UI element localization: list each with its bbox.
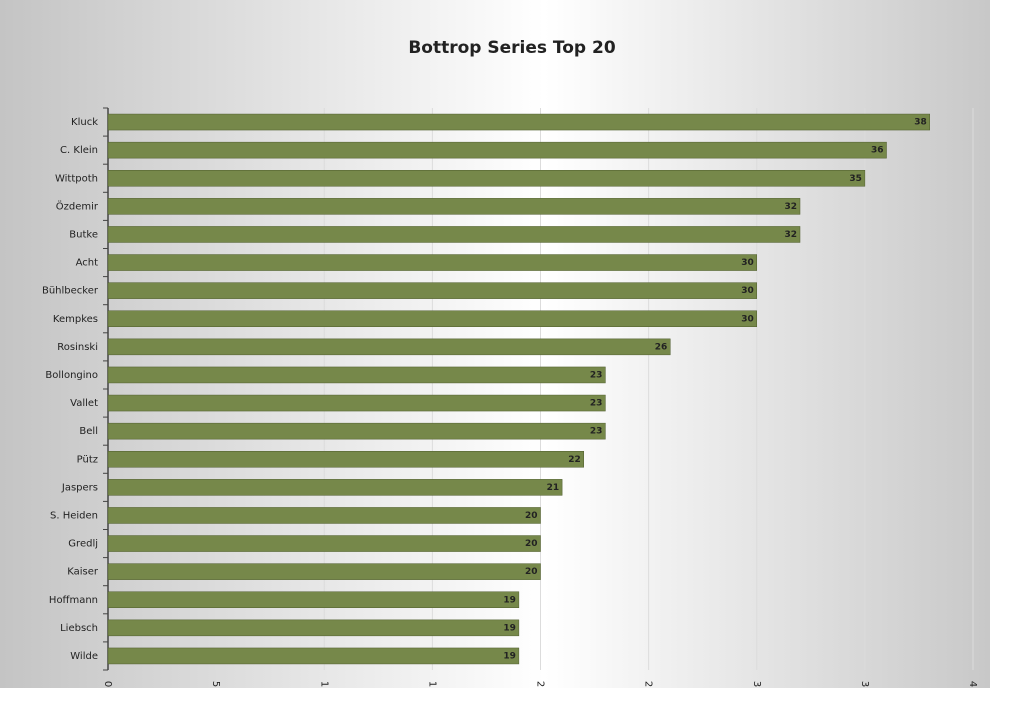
data-label: 19 xyxy=(503,651,516,661)
data-label: 20 xyxy=(525,511,538,521)
bar xyxy=(107,647,520,665)
bar xyxy=(107,141,887,159)
bar xyxy=(107,254,757,271)
data-label: 30 xyxy=(741,286,754,296)
bar xyxy=(107,451,584,468)
x-tick-label: 2 xyxy=(535,681,546,687)
y-tick-label: Wittpoth xyxy=(55,173,98,184)
y-tick-label: Jaspers xyxy=(61,482,98,493)
bar xyxy=(107,507,541,524)
y-tick-label: Özdemir xyxy=(56,199,99,212)
y-tick-label: Vallet xyxy=(70,398,98,409)
y-tick-label: Kaiser xyxy=(67,567,99,578)
bar xyxy=(107,198,801,215)
data-label: 32 xyxy=(784,202,797,212)
data-label: 36 xyxy=(871,146,884,156)
data-label: 19 xyxy=(503,623,516,633)
data-label: 19 xyxy=(503,595,516,605)
x-tick-label: 4 xyxy=(967,681,978,687)
data-label: 38 xyxy=(914,118,927,128)
bar xyxy=(107,113,930,131)
y-tick-label: Bollongino xyxy=(45,370,98,381)
x-tick-label: 2 xyxy=(643,681,654,687)
bar xyxy=(107,310,757,327)
bar xyxy=(107,563,541,580)
bar xyxy=(107,170,866,187)
y-tick-label: Acht xyxy=(76,258,99,269)
bar xyxy=(107,226,801,243)
x-tick-label: 3 xyxy=(859,681,870,687)
data-label: 21 xyxy=(547,483,560,493)
data-label: 20 xyxy=(525,567,538,577)
y-tick-label: Bühlbecker xyxy=(42,286,99,297)
y-tick-label: Pütz xyxy=(77,454,98,465)
bar xyxy=(107,479,563,496)
bar xyxy=(107,366,606,384)
y-tick-label: Kluck xyxy=(71,117,98,128)
y-tick-label: Kempkes xyxy=(53,314,98,325)
data-label: 26 xyxy=(655,342,668,352)
data-label: 22 xyxy=(568,455,581,465)
x-tick-label: 1 xyxy=(318,681,329,687)
y-tick-label: Liebsch xyxy=(60,623,98,634)
data-label: 35 xyxy=(849,174,862,184)
y-tick-label: Butke xyxy=(69,229,98,240)
y-tick-label: Wilde xyxy=(70,651,98,662)
bar xyxy=(107,422,606,440)
bar xyxy=(107,619,520,637)
y-tick-label: Gredlj xyxy=(68,539,98,550)
y-tick-label: C. Klein xyxy=(60,145,98,156)
data-label: 20 xyxy=(525,539,538,549)
data-label: 23 xyxy=(590,370,603,380)
x-tick-label: 0 xyxy=(102,681,113,687)
y-tick-label: S. Heiden xyxy=(50,510,98,521)
bar xyxy=(107,535,541,552)
data-label: 30 xyxy=(741,258,754,268)
bar xyxy=(107,282,757,299)
y-tick-label: Rosinski xyxy=(57,342,98,353)
chart-title: Bottrop Series Top 20 xyxy=(408,38,616,58)
bar xyxy=(107,394,606,412)
bar xyxy=(107,591,520,608)
y-tick-label: Bell xyxy=(79,426,98,437)
data-label: 32 xyxy=(784,230,797,240)
y-tick-label: Hoffmann xyxy=(49,595,98,606)
data-label: 23 xyxy=(590,399,603,409)
x-tick-label: 1 xyxy=(426,681,437,687)
x-tick-label: 5 xyxy=(210,681,221,687)
data-label: 23 xyxy=(590,427,603,437)
x-tick-label: 3 xyxy=(751,681,762,687)
data-label: 30 xyxy=(741,314,754,324)
bar xyxy=(107,338,671,356)
